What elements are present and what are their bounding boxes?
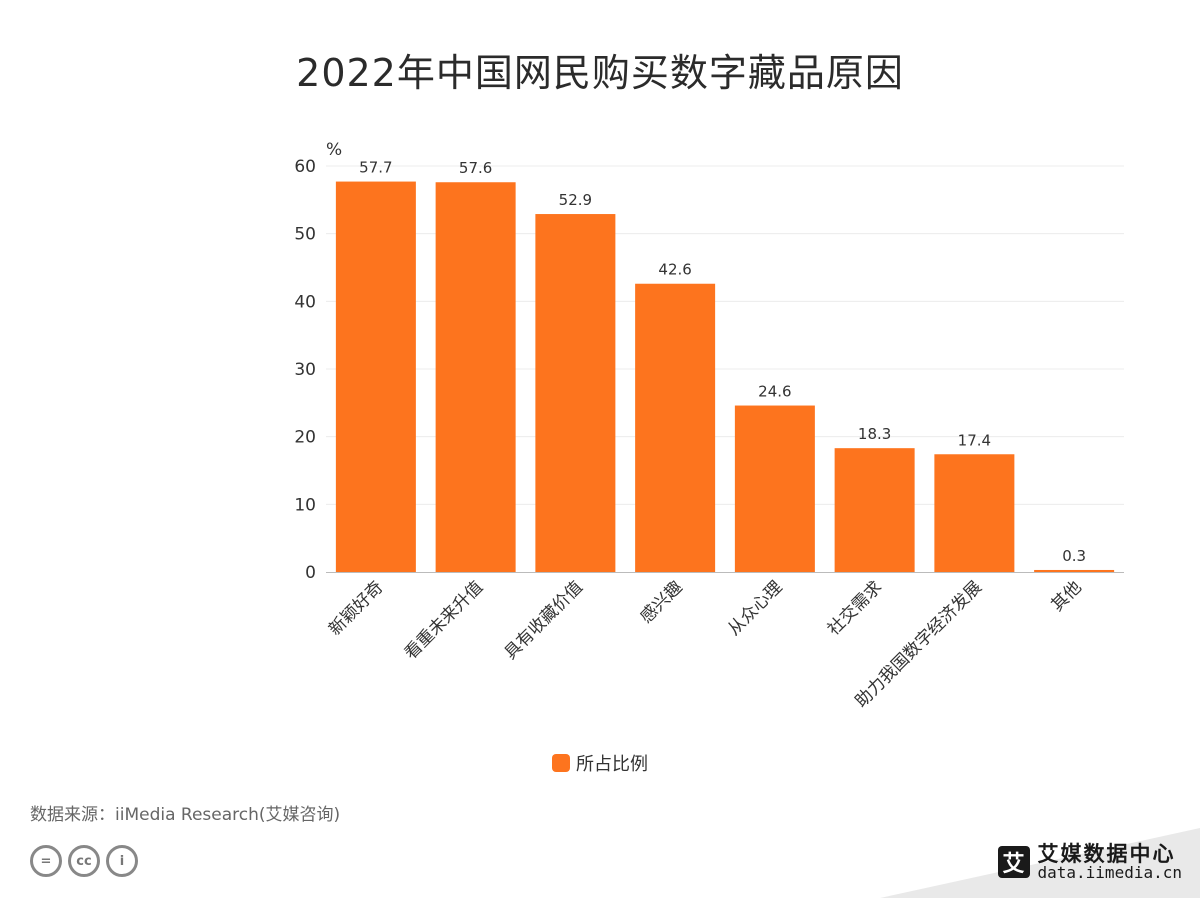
data-label: 57.7 xyxy=(359,159,392,177)
bar xyxy=(834,448,915,572)
bar xyxy=(535,214,616,572)
x-tick-label: 感兴趣 xyxy=(636,577,686,627)
bar xyxy=(335,181,416,572)
brand-url: data.iimedia.cn xyxy=(1037,863,1183,883)
bar xyxy=(734,405,815,572)
y-tick-label: 50 xyxy=(294,225,316,245)
x-tick-label: 社交需求 xyxy=(824,577,886,639)
bar xyxy=(635,283,716,572)
x-tick-label: 新颖好奇 xyxy=(325,577,387,639)
chart-title: 2022年中国网民购买数字藏品原因 xyxy=(296,51,904,95)
y-tick-label: 0 xyxy=(305,563,316,583)
bar-chart: 0 10 20 30 40 50 60% 57.7 新颖好奇 57.6 看重未来升值 52.9 具有收藏… xyxy=(294,140,1124,712)
bar xyxy=(1034,569,1115,572)
brand-logo: 艾 艾媒数据中心 data.iimedia.cn xyxy=(997,842,1183,883)
y-tick-label: 60 xyxy=(294,157,316,177)
x-tick-label: 其他 xyxy=(1047,577,1085,615)
legend-swatch xyxy=(552,754,570,772)
data-label: 0.3 xyxy=(1062,547,1086,565)
x-tick-label: 看重未来升值 xyxy=(401,577,487,663)
data-label: 17.4 xyxy=(958,431,991,449)
x-tick-label: 从众心理 xyxy=(724,577,786,639)
data-label: 57.6 xyxy=(459,159,492,177)
y-tick-label: 40 xyxy=(294,292,316,312)
y-tick-label: 20 xyxy=(294,428,316,448)
x-tick-label: 具有收藏价值 xyxy=(501,577,587,663)
data-label: 18.3 xyxy=(858,425,891,443)
license-icons: = cc i xyxy=(30,845,138,877)
data-label: 52.9 xyxy=(559,191,592,209)
equals-icon: = xyxy=(30,845,62,877)
bar xyxy=(934,454,1015,572)
y-tick-label: 30 xyxy=(294,360,316,380)
y-tick-label: 10 xyxy=(294,495,316,515)
data-source: 数据来源：iiMedia Research(艾媒咨询) xyxy=(30,805,341,825)
brand-mark-icon: 艾 xyxy=(997,846,1030,879)
cc-icon: cc xyxy=(68,845,100,877)
data-label: 24.6 xyxy=(758,383,791,401)
brand-background xyxy=(880,828,1200,898)
person-icon: i xyxy=(106,845,138,877)
bar xyxy=(435,182,516,573)
brand-name: 艾媒数据中心 xyxy=(1037,842,1176,866)
data-label: 42.6 xyxy=(658,261,691,279)
legend[interactable]: 所占比例 xyxy=(0,750,1200,776)
legend-label: 所占比例 xyxy=(576,754,648,775)
y-unit-label: % xyxy=(326,140,342,160)
